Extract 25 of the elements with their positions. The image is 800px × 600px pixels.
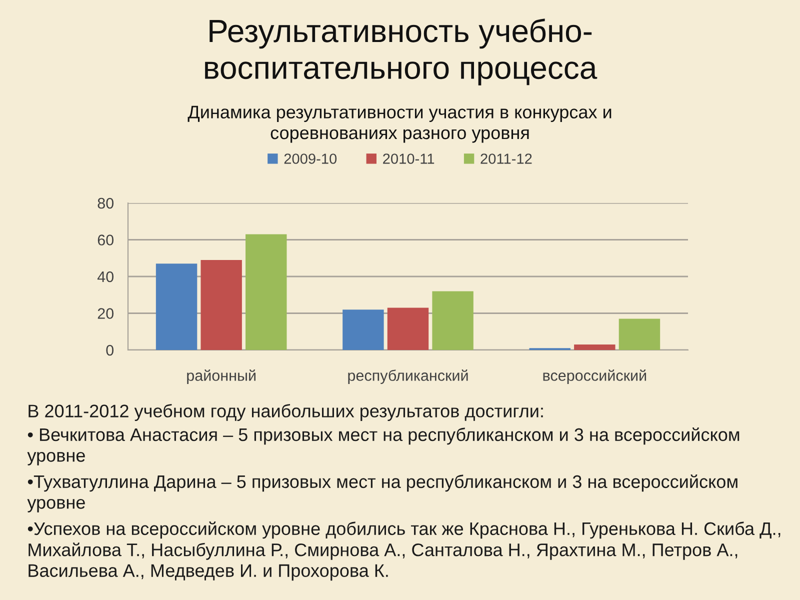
x-tick-label: всероссийский <box>543 369 646 384</box>
bar <box>200 260 242 350</box>
bar <box>618 318 660 350</box>
legend-label: 2011-12 <box>480 154 532 164</box>
text: •Тухватуллина Дарина – 5 призовых мест на республиканском и 3 на всероссийском уровне <box>27 474 738 512</box>
bar <box>246 234 287 350</box>
x-tick-label: республиканский <box>348 369 468 384</box>
legend-label: 2010-11 <box>383 154 434 164</box>
bar <box>574 344 616 350</box>
text: •Успехов на всероссийском уровне добились так же Краснова Н., Гуренькова Н. Скиба Д., Михайлова Т., Насыбуллина Р., Смирнова А., Санталова Н., Ярахтина М., Петров А., Васильева А., Медведев И. и Прохорова К. <box>28 522 780 581</box>
x-tick-label: районный <box>187 369 256 384</box>
text: • Вечкитова Анастасия – 5 призовых мест на республиканском и 3 на всероссийском уровне <box>27 428 740 466</box>
y-tick-label: 60 <box>98 234 114 246</box>
y-tick-label: 80 <box>98 198 114 209</box>
bar <box>432 291 474 350</box>
bar <box>156 264 198 350</box>
y-tick-label: 0 <box>106 344 114 356</box>
chart-subtitle: Динамика результативности участия в конкурсах и соревнованиях разного уровня <box>188 106 612 143</box>
y-tick-label: 40 <box>97 271 114 282</box>
bar <box>387 308 429 350</box>
bar <box>342 310 384 350</box>
legend-label: 2009-10 <box>284 154 337 164</box>
y-tick-label: 20 <box>98 308 114 319</box>
chart-title: Результативность учебно- воспитательного процесса <box>205 18 598 86</box>
text: В 2011-2012 учебном году наибольших результатов достигли: <box>28 404 543 421</box>
